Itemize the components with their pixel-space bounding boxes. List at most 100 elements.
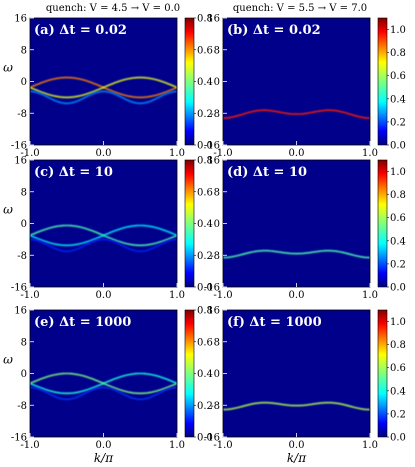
colorbar-tick-label: 1.0 <box>390 167 406 178</box>
x-tick-label: -1.0 <box>20 290 39 301</box>
x-tick-label: 0.0 <box>96 290 112 301</box>
x-tick-label: 0.0 <box>96 440 112 451</box>
colorbar-tick-label: 0.0 <box>390 433 406 444</box>
colorbar-tick-label: 0.8 <box>197 306 213 317</box>
y-tick-label: 0 <box>214 219 220 230</box>
colorbar-tick-label: 0.0 <box>197 433 213 444</box>
y-tick-label: -8 <box>210 401 220 412</box>
colorbar-tick-label: 0.6 <box>197 187 213 198</box>
x-tick-label: -1.0 <box>213 148 232 159</box>
y-tick-label: 0 <box>21 219 27 230</box>
colorbar-tick-label: 0.0 <box>390 141 406 152</box>
y-tick-label: -16 <box>11 433 27 444</box>
spectral-curve-2 <box>29 224 178 247</box>
y-tick-label: 16 <box>207 156 220 167</box>
plot-background <box>223 18 370 145</box>
panel-label: (b) Δt = 0.02 <box>227 23 321 38</box>
panel-label: (d) Δt = 10 <box>227 165 307 180</box>
x-tick-label: 0.0 <box>289 440 305 451</box>
colorbar-tick-label: 0.6 <box>390 213 406 224</box>
colorbar-tick-label: 0.4 <box>197 219 213 230</box>
y-axis-label: ω <box>3 202 13 216</box>
plot-background <box>30 310 177 437</box>
y-tick-label: 16 <box>207 14 220 25</box>
colorbar-tick-label: 0.0 <box>197 141 213 152</box>
colorbar-tick-label: 0.2 <box>390 259 406 270</box>
colorbar-tick-label: 0.8 <box>197 156 213 167</box>
y-tick-label: -8 <box>17 251 27 262</box>
x-tick-label: 1.0 <box>362 440 378 451</box>
plot-background <box>30 160 177 287</box>
spectral-curve-3 <box>30 238 177 253</box>
y-tick-label: 8 <box>214 187 220 198</box>
colorbar <box>184 309 195 438</box>
colorbar-tick-label: 0.4 <box>390 386 406 397</box>
colorbar-tick-label: 0.4 <box>197 369 213 380</box>
y-tick-label: -16 <box>204 141 220 152</box>
colorbar-tick-label: 0.8 <box>390 48 406 59</box>
colorbar-tick-label: 0.6 <box>197 337 213 348</box>
y-tick-label: -8 <box>210 109 220 120</box>
spectral-curve-3 <box>29 386 178 401</box>
colorbar <box>377 17 388 146</box>
colorbar-tick-label: 0.6 <box>390 71 406 82</box>
y-tick-label: -16 <box>204 283 220 294</box>
y-tick-label: -8 <box>17 401 27 412</box>
spectral-curve-1 <box>223 249 370 259</box>
colorbar-tick-label: 0.6 <box>390 363 406 374</box>
y-tick-label: 16 <box>14 14 27 25</box>
x-tick-label: 1.0 <box>362 148 378 159</box>
colorbar-tick-label: 0.4 <box>390 236 406 247</box>
y-tick-label: 16 <box>207 306 220 317</box>
colorbar-tick-label: 0.2 <box>197 109 213 120</box>
colorbar-tick-label: 1.0 <box>390 25 406 36</box>
y-tick-label: 8 <box>21 187 27 198</box>
column-title-right: quench: V = 5.5 → V = 7.0 <box>233 3 367 14</box>
spectral-curve-1 <box>223 109 370 119</box>
x-tick-label: 1.0 <box>362 290 378 301</box>
panel-e: 16 8 0 -8 -16-1.0 0.0 1.0 (e) Δt = 1000 0.8 0.6 0.… <box>3 306 213 466</box>
colorbar-tick-label: 0.8 <box>197 14 213 25</box>
y-tick-label: -8 <box>17 109 27 120</box>
panel-label: (c) Δt = 10 <box>34 165 113 180</box>
y-tick-label: 0 <box>21 369 27 380</box>
spectral-curve-2 <box>29 372 178 395</box>
y-tick-label: 16 <box>14 156 27 167</box>
x-tick-label: 1.0 <box>169 148 185 159</box>
colorbar-tick-label: 0.4 <box>197 77 213 88</box>
y-tick-label: 8 <box>214 337 220 348</box>
y-tick-label: 0 <box>214 369 220 380</box>
x-tick-label: -1.0 <box>20 148 39 159</box>
y-tick-label: -8 <box>210 251 220 262</box>
panel-label: (a) Δt = 0.02 <box>34 23 127 38</box>
colorbar-tick-label: 0.2 <box>390 409 406 420</box>
y-tick-label: -16 <box>204 433 220 444</box>
x-tick-label: 1.0 <box>169 290 185 301</box>
colorbar-tick-label: 0.0 <box>390 283 406 294</box>
y-tick-label: 0 <box>214 77 220 88</box>
y-tick-label: 16 <box>14 306 27 317</box>
x-tick-label: 0.0 <box>96 148 112 159</box>
panel-label: (e) Δt = 1000 <box>34 315 131 330</box>
y-tick-label: 0 <box>21 77 27 88</box>
y-axis-label: ω <box>3 352 13 366</box>
y-axis-label: ω <box>3 60 13 74</box>
x-tick-label: -1.0 <box>213 440 232 451</box>
spectral-curve-2 <box>29 76 178 99</box>
plot-background <box>223 160 370 287</box>
x-axis-label: k/π <box>94 451 114 465</box>
colorbar <box>184 17 195 146</box>
colorbar <box>377 159 388 288</box>
colorbar-tick-label: 0.8 <box>390 340 406 351</box>
colorbar-tick-label: 1.0 <box>390 317 406 328</box>
panel-b: 16 8 0 -8 -16-1.0 0.0 1.0 (b) Δt = 0.02 1.0 0.8 0.… <box>204 14 406 160</box>
panel-f: 16 8 0 -8 -16-1.0 0.0 1.0 (f) Δt = 1000 1.0 0.8 0.… <box>204 306 406 466</box>
x-tick-label: -1.0 <box>20 440 39 451</box>
colorbar-tick-label: 0.2 <box>390 117 406 128</box>
x-tick-label: 0.0 <box>289 148 305 159</box>
y-tick-label: 8 <box>21 337 27 348</box>
plot-background <box>223 310 370 437</box>
colorbar-tick-label: 0.2 <box>197 401 213 412</box>
spectral-curve-3 <box>29 90 178 105</box>
